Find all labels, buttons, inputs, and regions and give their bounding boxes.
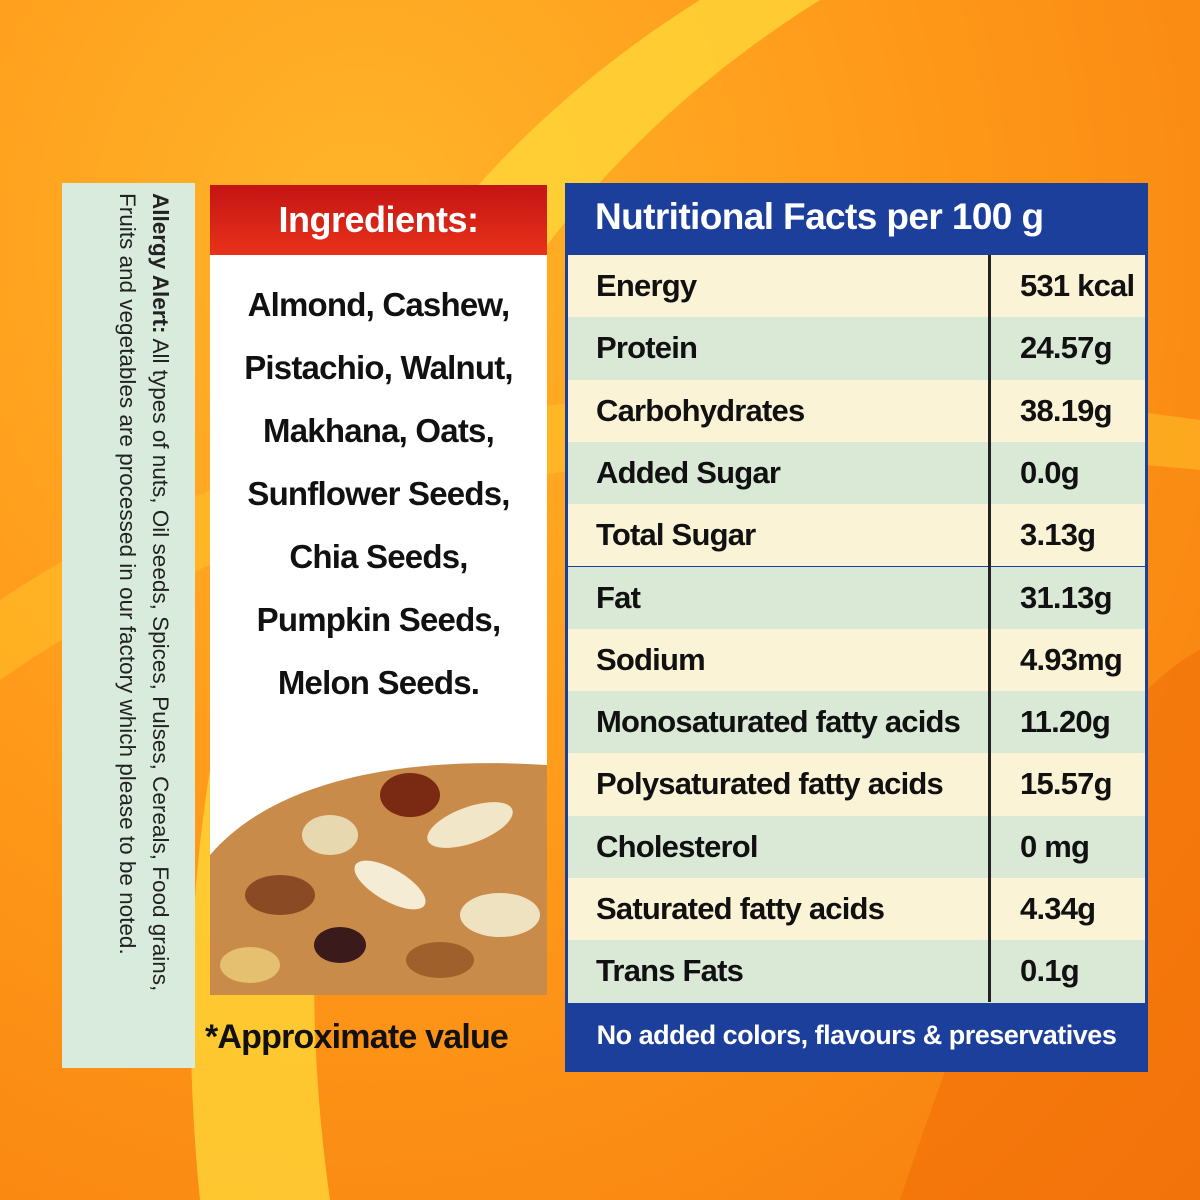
- oat-flake: [354, 860, 426, 910]
- allergy-panel: Allergy Alert: All types of nuts, Oil se…: [62, 183, 195, 1068]
- ingredient-line: Almond, Cashew,: [247, 286, 511, 323]
- ingredient-line: Melon Seeds.: [277, 664, 480, 701]
- nutrient-value: 31.13g: [1020, 579, 1113, 615]
- food-image: [210, 763, 547, 995]
- nutrient-name: Monosaturated fatty acids: [596, 704, 961, 740]
- nutrient-name: Protein: [596, 330, 698, 366]
- nutrition-row: Protein 24.57g: [568, 317, 1145, 380]
- nutrient-name: Trans Fats: [596, 953, 744, 989]
- nutrient-name: Energy: [596, 268, 697, 303]
- date: [380, 773, 440, 817]
- allergy-label: Allergy Alert:: [148, 193, 173, 334]
- ingredient-line: Chia Seeds,: [289, 538, 468, 575]
- nutrient-value: 0 mg: [1020, 828, 1090, 864]
- banana-chip: [460, 893, 540, 937]
- ingredients-panel: Ingredients: Almond, Cashew, Pistachio, W…: [210, 185, 547, 995]
- nutrient-value: 24.57g: [1020, 330, 1113, 366]
- approximate-note: *Approximate value: [205, 1018, 509, 1056]
- column-divider: [988, 255, 991, 1002]
- nutrient-name: Saturated fatty acids: [596, 891, 885, 926]
- ingredients-list: Almond, Cashew, Pistachio, Walnut, Makhana…: [210, 245, 547, 714]
- nutrition-row: Saturated fatty acids 4.34g: [568, 878, 1145, 941]
- ingredient-line: Makhana, Oats,: [263, 412, 495, 449]
- allergy-text: Allergy Alert: All types of nuts, Oil se…: [62, 183, 195, 1048]
- nutrient-name: Added Sugar: [596, 454, 781, 490]
- nutrition-row: Carbohydrates 38.19g: [568, 379, 1145, 442]
- nutrition-row: Sodium 4.93mg: [568, 628, 1145, 692]
- nutrient-value: 531 kcal: [1020, 268, 1135, 303]
- almond: [406, 942, 474, 978]
- nutrition-panel: Nutritional Facts per 100 g Energy 531 kc…: [565, 183, 1148, 1072]
- nutrition-row: Trans Fats 0.1g: [568, 940, 1145, 1003]
- raisin: [314, 927, 366, 963]
- nutrient-value: 4.93mg: [1020, 641, 1123, 677]
- nutrition-row: Monosaturated fatty acids 11.20g: [568, 691, 1145, 754]
- nutrition-row: Cholesterol 0 mg: [568, 815, 1145, 878]
- nutrient-value: 38.19g: [1020, 392, 1113, 428]
- nutrition-row: Fat 31.13g: [568, 566, 1145, 629]
- walnut: [302, 815, 358, 855]
- nutrition-row: Added Sugar 0.0g: [568, 441, 1145, 505]
- ingredient-line: Sunflower Seeds,: [247, 475, 510, 512]
- nutrition-row: Energy 531 kcal: [568, 255, 1145, 318]
- nutrition-row: Polysaturated fatty acids 15.57g: [568, 753, 1145, 816]
- nutrient-name: Fat: [596, 579, 641, 615]
- nutrient-value: 4.34g: [1020, 891, 1096, 926]
- nutrient-name: Polysaturated fatty acids: [596, 766, 944, 802]
- nutrient-name: Cholesterol: [596, 828, 759, 864]
- nutrient-name: Sodium: [596, 641, 706, 677]
- nutrient-name: Total Sugar: [596, 517, 756, 553]
- nutrition-title: Nutritional Facts per 100 g: [595, 196, 1044, 237]
- nutrient-value: 0.0g: [1020, 454, 1080, 490]
- raisin: [220, 947, 280, 983]
- ingredient-line: Pumpkin Seeds,: [256, 601, 502, 638]
- nutrient-value: 3.13g: [1020, 517, 1096, 553]
- nutrient-value: 11.20g: [1020, 704, 1111, 740]
- banana-chip: [427, 802, 513, 848]
- ingredient-line: Pistachio, Walnut,: [244, 349, 513, 386]
- almond: [245, 875, 315, 915]
- nutrition-footer: No added colors, flavours & preservative…: [596, 1020, 1117, 1050]
- nutrition-row: Total Sugar 3.13g: [568, 504, 1145, 567]
- nutrient-value: 0.1g: [1020, 953, 1080, 989]
- nutrient-value: 15.57g: [1020, 766, 1113, 802]
- ingredients-title: Ingredients:: [210, 185, 547, 255]
- nutrient-name: Carbohydrates: [596, 392, 805, 428]
